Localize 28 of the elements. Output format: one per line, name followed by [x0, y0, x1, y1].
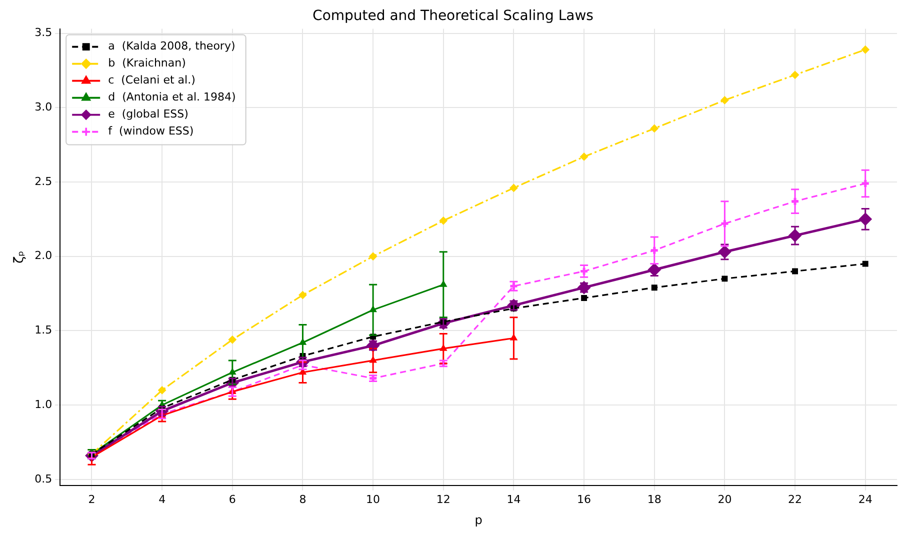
legend-label: d (Antonia et al. 1984) — [108, 90, 236, 104]
x-tick-label: 22 — [788, 492, 802, 506]
y-tick-label: 3.5 — [34, 26, 52, 40]
legend-label: f (window ESS) — [108, 124, 194, 138]
x-tick-label: 2 — [88, 492, 96, 506]
legend-label: e (global ESS) — [108, 108, 188, 121]
y-tick-label: 1.5 — [34, 324, 52, 337]
x-tick-label: 16 — [577, 492, 592, 506]
y-tick-label: 0.5 — [34, 472, 52, 486]
x-tick-label: 12 — [436, 492, 450, 506]
x-tick-label: 20 — [718, 492, 732, 506]
x-axis-title: p — [474, 512, 482, 527]
chart-title: Computed and Theoretical Scaling Laws — [312, 8, 594, 24]
x-tick-label: 24 — [858, 492, 872, 506]
x-tick-label: 4 — [158, 492, 166, 506]
y-tick-label: 2.0 — [34, 249, 52, 262]
x-tick-label: 6 — [228, 492, 236, 506]
y-tick-label: 2.5 — [34, 174, 52, 188]
x-tick-label: 8 — [299, 492, 306, 506]
x-tick-label: 14 — [506, 492, 521, 506]
y-axis-title: ζₚ — [12, 250, 28, 264]
x-tick-label: 10 — [366, 492, 380, 506]
legend-label: b (Kraichnan) — [108, 56, 186, 70]
legend-label: c (Celani et al.) — [108, 74, 196, 87]
legend-label: a (Kalda 2008, theory) — [108, 40, 236, 53]
y-tick-label: 3.0 — [34, 100, 52, 114]
y-tick-label: 1.0 — [34, 398, 52, 411]
x-tick-label: 18 — [647, 492, 662, 506]
